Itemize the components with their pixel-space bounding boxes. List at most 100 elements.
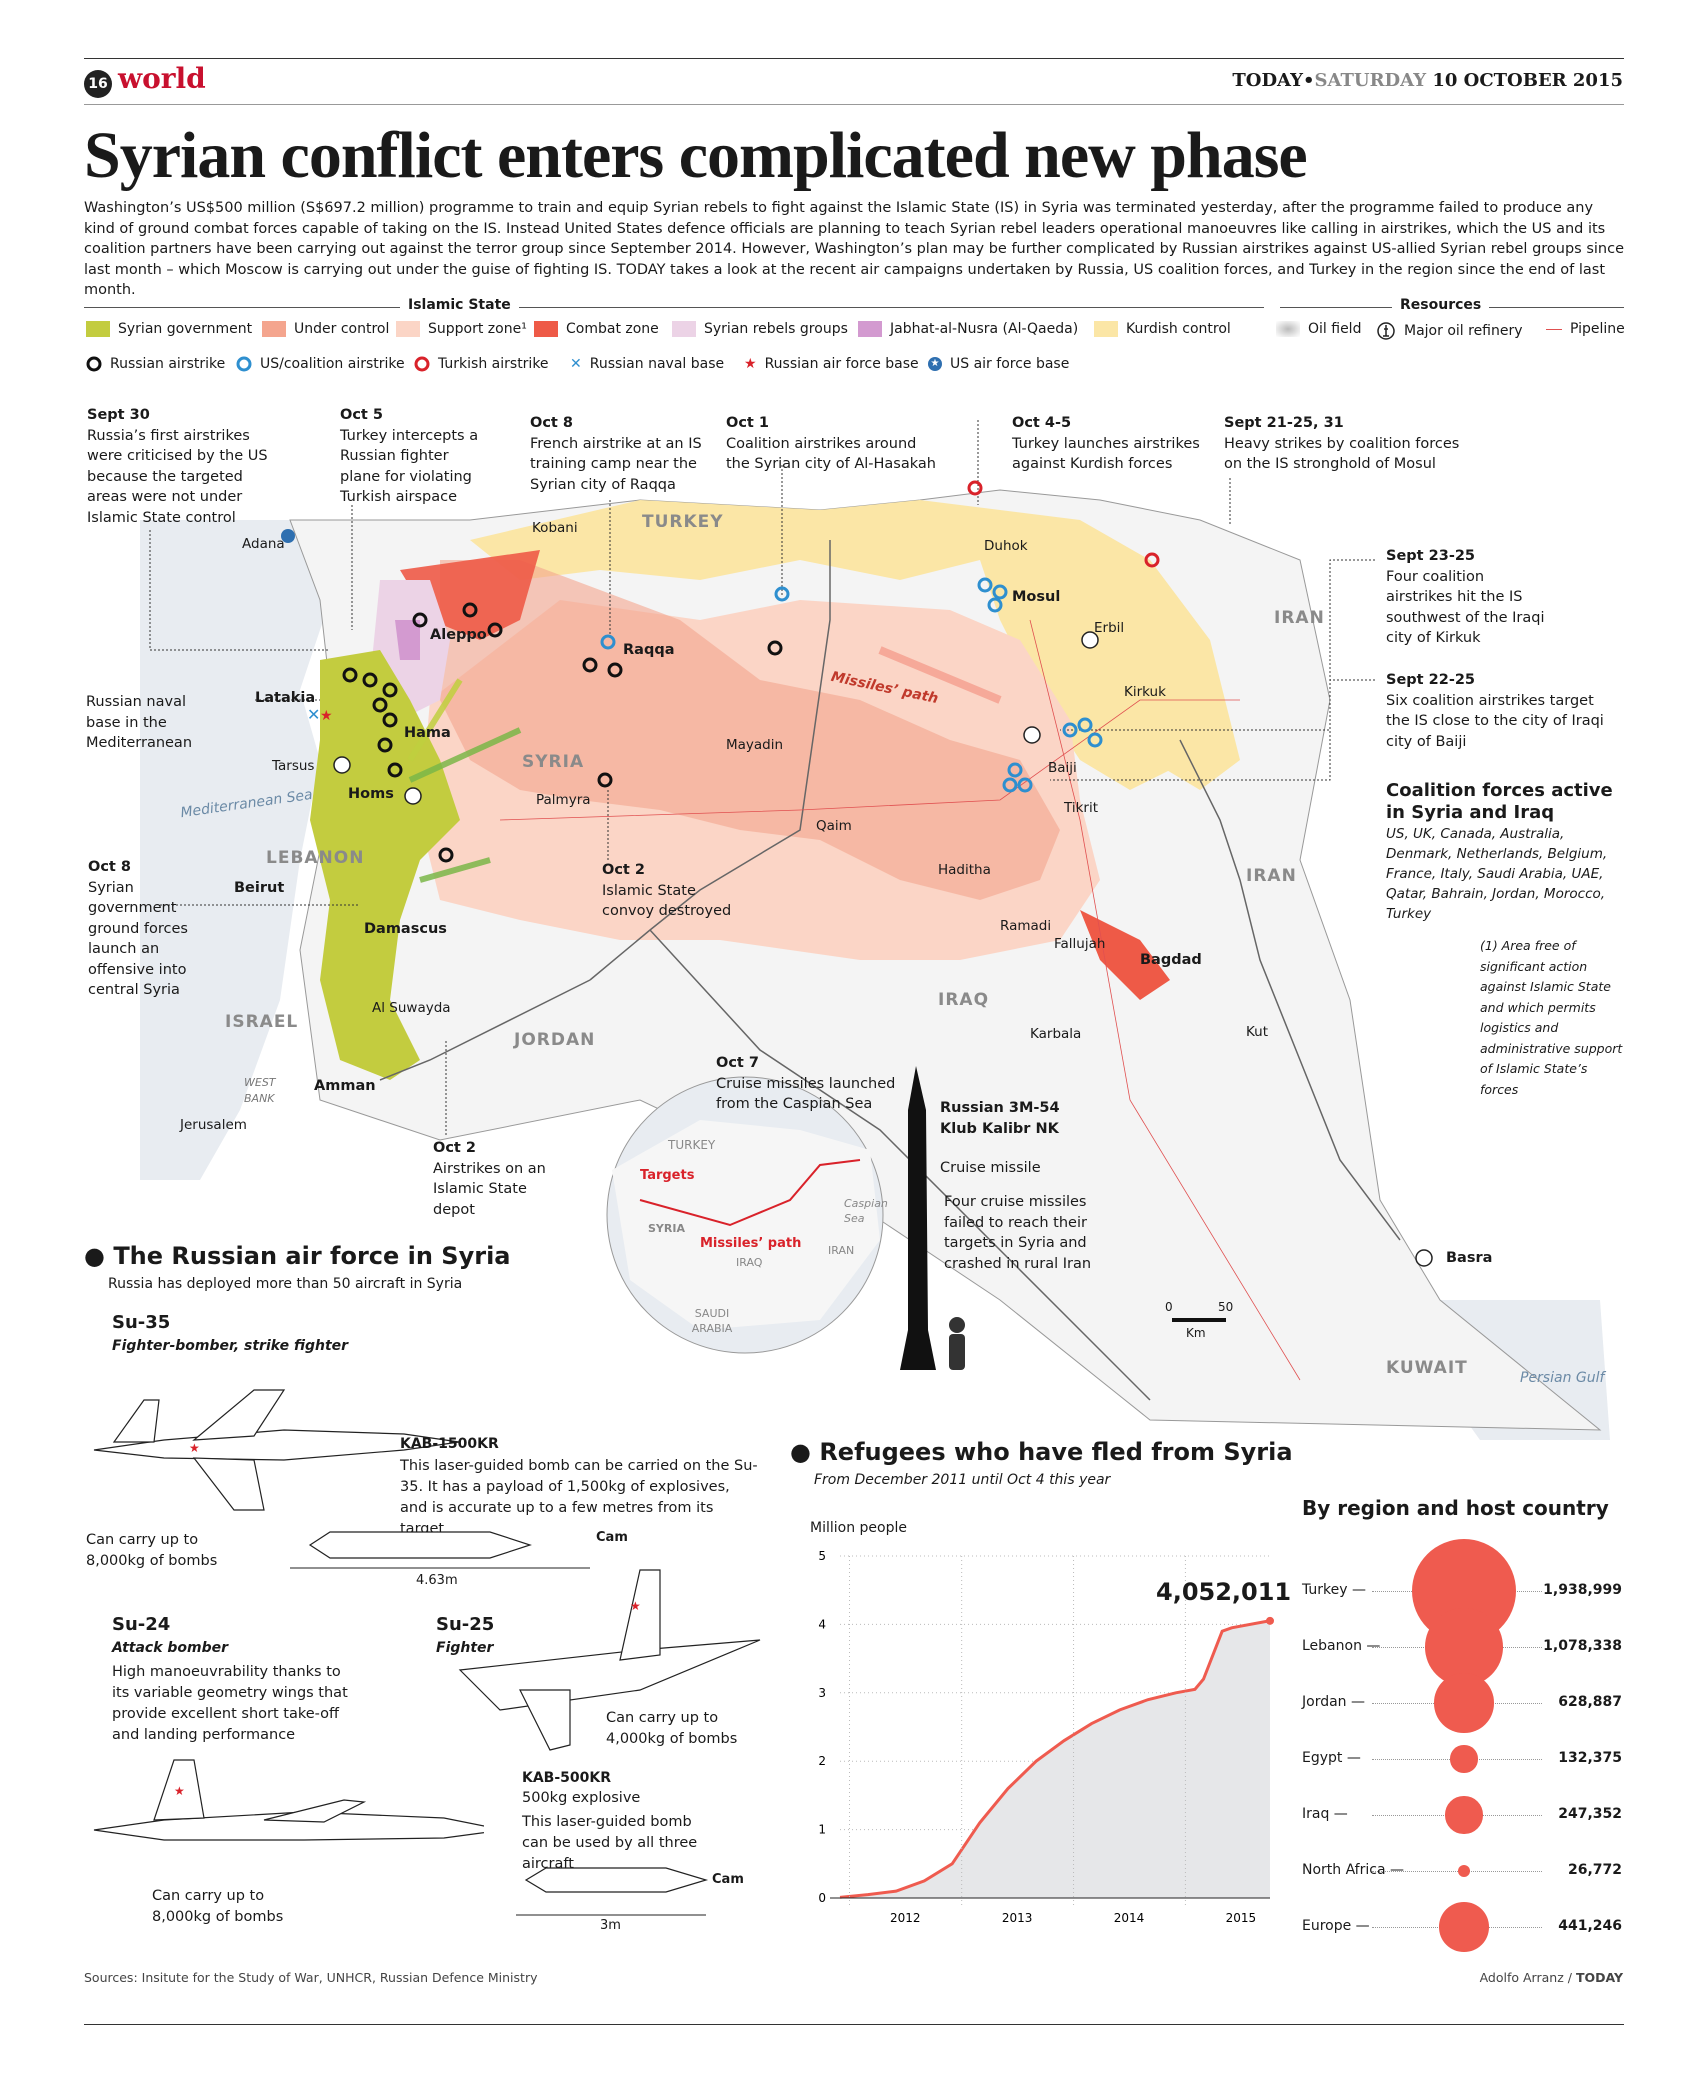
paper-name: TODAY [1232,70,1303,91]
inset-iraq: IRAQ [736,1256,763,1269]
russian-airstrike [582,657,598,673]
refugees-subtitle: From December 2011 until Oct 4 this year [814,1472,1111,1488]
annotation-sept21-31: Sept 21-25, 31 Heavy strikes by coalition… [1224,415,1460,472]
su24-role: Attack bomber [112,1640,229,1656]
x-tick-label: 2015 [1226,1911,1257,1925]
country-label: IRAN [1274,608,1325,628]
city-jerusalem: Jerusalem [180,1117,247,1133]
x-tick-label: 2014 [1114,1911,1145,1925]
swatch [672,321,696,337]
country-label: IRAQ [938,990,990,1010]
coalition-airstrike [992,584,1008,600]
pipeline [499,699,1240,821]
su25-aircraft: ★ [458,1569,761,1751]
su35-aircraft: ★ [93,1389,460,1511]
region-name: North Africa — [1302,1862,1404,1878]
su24-aircraft: ★ [93,1759,484,1841]
city-palmyra: Palmyra [536,792,591,808]
intro-paragraph: Washington’s US$500 million (S$697.2 mil… [84,200,1625,298]
refinery-icon [1415,1249,1433,1267]
country-label: IRAN [1246,866,1297,886]
kab1500-text: This laser-guided bomb can be carried on… [400,1458,758,1537]
city-kirkuk: Kirkuk [1124,684,1166,700]
region-bubble [1425,1608,1503,1686]
region-value: 26,772 [1567,1862,1622,1878]
annotation-oct2-convoy: Oct 2 Islamic State convoy destroyed [602,862,732,919]
su25-role: Fighter [436,1640,494,1656]
y-tick-label: 1 [818,1823,826,1837]
city-latakia: Latakia [255,690,316,706]
kab500-bomb [516,1867,709,1916]
legend-area-rebels: Syrian rebels groups [672,321,848,337]
coalition-airstrike [1017,777,1033,793]
series-area [840,1620,1270,1898]
coalition-airstrike [1002,777,1018,793]
inset-saudi: SAUDI ARABIA [691,1307,733,1335]
border-syria-jordan [379,979,591,1081]
svg-text:★: ★ [630,1599,641,1613]
top-rule [84,58,1624,59]
coalition-airstrike [1062,722,1078,738]
city-basra: Basra [1446,1250,1493,1266]
coalition-airstrike-markers [600,577,1103,793]
inset-targets: Targets [640,1168,695,1183]
russian-airstrike [377,737,393,753]
kab500-name: KAB-500KR [522,1770,612,1786]
su35-name: Su-35 [112,1312,171,1333]
russian-airstrike-icon [86,356,102,372]
section-name[interactable]: world [118,62,206,95]
region-value: 247,352 [1558,1806,1622,1822]
us-air-base-icon [281,529,295,543]
refugees-title: ● Refugees who have fled from Syria [790,1438,1293,1466]
header-rule [84,104,1624,105]
region-bubble [1439,1902,1489,1952]
legend-naval-base: ✕ Russian naval base [570,356,725,372]
legend-pipeline: Pipeline [1546,321,1625,337]
city-haditha: Haditha [938,862,991,878]
kab1500-cam: Cam [596,1530,628,1545]
legend-rule-left [84,307,1264,308]
region-name: Egypt — [1302,1750,1361,1766]
page-title: Syrian conflict enters complicated new p… [84,119,1308,192]
country-label: SYRIA [522,752,585,772]
series-line [839,1619,1270,1899]
russian-airstrike [767,640,783,656]
city-erbil: Erbil [1094,620,1125,636]
city-fallujah: Fallujah [1054,936,1106,952]
legend-refinery: Major oil refinery [1376,321,1523,341]
legend-us-air-base: ★ US air force base [928,356,1069,372]
city-beirut: Beirut [234,880,285,896]
naval-base-icon: ✕ [307,705,320,724]
refinery-icon [1023,726,1041,744]
annotation-oct1: Oct 1 Coalition airstrikes around the Syr… [726,415,936,472]
combat-zone-baghdad [1080,910,1170,1000]
russian-airstrike [438,847,454,863]
coalition-airstrike [1007,762,1023,778]
dateline: TODAY•SATURDAY 10 OCTOBER 2015 [1232,70,1623,91]
city-ramadi: Ramadi [1000,918,1052,934]
russian-airstrike [462,602,478,618]
region-title: By region and host country [1302,1496,1609,1520]
russian-airstrike [607,662,623,678]
su35-role: Fighter-bomber, strike fighter [112,1338,349,1354]
persian-gulf-label: Persian Gulf [1520,1370,1605,1386]
russian-airstrike [412,612,428,628]
scale-unit: Km [1186,1326,1206,1340]
city-al-suwayda: Al Suwayda [372,1000,451,1016]
city-duhok: Duhok [984,538,1028,554]
kab500-length: 3m [600,1918,621,1933]
russian-airstrike [362,672,378,688]
inset-missiles-path: Missiles’ path [700,1236,802,1251]
coalition-airstrike [774,586,790,602]
russian-airstrike [597,772,613,788]
region-value: 1,078,338 [1543,1638,1622,1654]
region-name: Lebanon — [1302,1638,1381,1654]
chart-total-label: 4,052,011 [1156,1578,1292,1606]
city-karbala: Karbala [1030,1026,1082,1042]
mediterranean-sea [140,520,330,1180]
country-label: ISRAEL [225,1012,299,1032]
turkish-airstrike-markers [967,480,1160,568]
coalition-airstrike [1087,732,1103,748]
country-label: JORDAN [514,1030,596,1050]
